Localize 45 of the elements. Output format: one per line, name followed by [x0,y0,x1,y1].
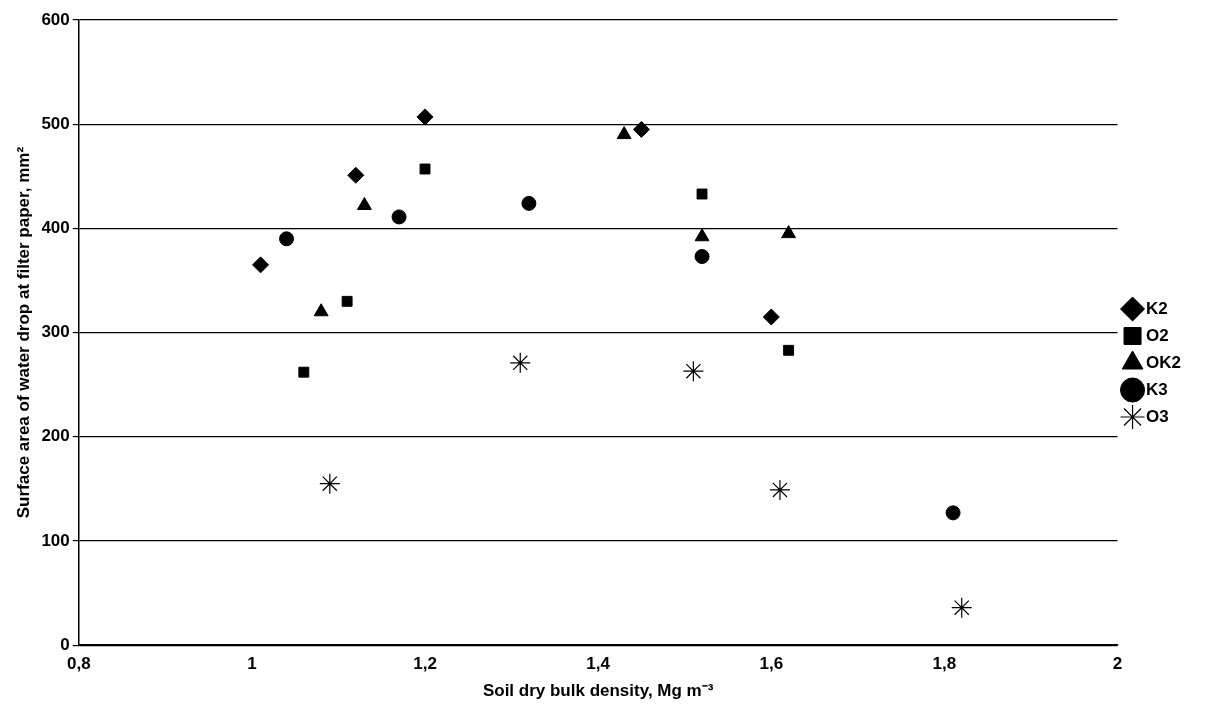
point [696,188,708,200]
point [252,256,270,274]
x-tick-label: 1,8 [932,654,957,674]
point [416,108,434,126]
y-tick-label: 300 [41,322,70,342]
point [769,479,791,501]
x-tick-label: 1,4 [586,654,611,674]
point [341,295,353,307]
point [347,166,365,184]
point [783,344,795,356]
y-axis-title: Surface area of water drop at filter paper, mm² [13,146,33,519]
point [762,308,780,326]
x-tick-label: 1,6 [759,654,784,674]
x-tick-label: 0,8 [66,654,91,674]
legend-label: O2 [1146,325,1169,345]
y-tick-label: 400 [41,218,70,238]
x-tick-label: 1 [247,654,257,674]
legend-label: K3 [1146,379,1168,399]
y-tick-label: 200 [41,426,70,446]
point [682,360,704,382]
x-tick-label: 1,2 [413,654,437,674]
point [298,366,310,378]
point [509,352,531,374]
point [313,303,329,317]
y-tick-label: 600 [41,9,70,29]
point [319,473,341,495]
legend-label: O3 [1146,406,1169,426]
x-tick-label: 2 [1112,654,1123,674]
point [781,225,797,239]
point [632,120,650,138]
legend-label: K2 [1146,298,1168,318]
point [945,505,961,521]
x-axis-title: Soil dry bulk density, Mg m⁻³ [482,681,714,701]
point [694,249,710,265]
point [279,231,295,247]
point [951,597,973,619]
point [521,195,537,211]
point [694,228,710,242]
point [391,209,407,225]
point [616,126,632,140]
point [419,163,431,175]
y-tick-label: 0 [60,634,70,654]
y-tick-label: 500 [41,113,70,133]
legend-label: OK2 [1146,352,1182,372]
y-tick-label: 100 [41,530,70,550]
